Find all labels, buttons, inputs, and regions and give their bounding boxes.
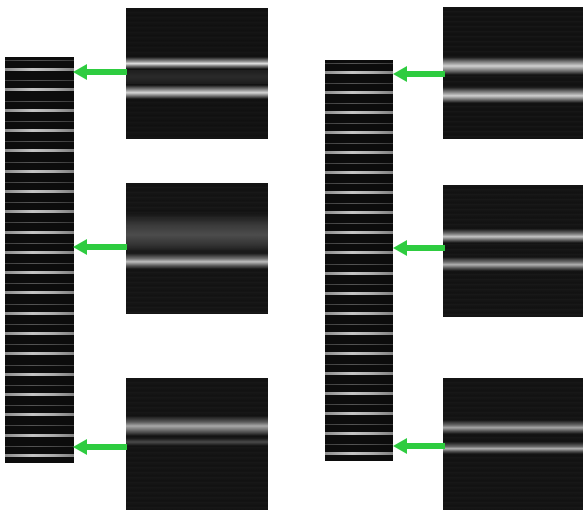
strip-band-faint: [5, 243, 74, 244]
strip-band-faint: [5, 182, 74, 183]
strip-band: [325, 71, 393, 74]
strip-band-faint: [5, 263, 74, 264]
strip-band: [325, 191, 393, 194]
strip-band: [5, 332, 74, 335]
strip-band: [325, 171, 393, 174]
strip-band-faint: [325, 83, 393, 84]
strip-band-faint: [325, 344, 393, 345]
strip-band-faint: [325, 444, 393, 445]
strip-band-faint: [325, 284, 393, 285]
arrow-left-bottom-icon: [73, 438, 129, 456]
strip-band-faint: [5, 222, 74, 223]
strip-band-faint: [5, 365, 74, 366]
right-zoom-panel-top: [443, 7, 583, 139]
strip-band-faint: [5, 446, 74, 447]
strip-band-faint: [5, 60, 74, 61]
strip-band: [325, 332, 393, 335]
strip-band-faint: [325, 243, 393, 244]
strip-band: [5, 271, 74, 274]
strip-band-faint: [325, 63, 393, 64]
strip-band-faint: [5, 425, 74, 426]
strip-band: [5, 373, 74, 376]
strip-band-faint: [5, 121, 74, 122]
strip-band: [325, 231, 393, 234]
right-zoom-panel-bottom: [443, 378, 583, 510]
strip-band: [325, 452, 393, 455]
strip-band: [5, 109, 74, 112]
strip-band-faint: [325, 404, 393, 405]
strip-band-faint: [5, 80, 74, 81]
strip-band-faint: [325, 364, 393, 365]
strip-band-faint: [325, 203, 393, 204]
strip-band: [5, 393, 74, 396]
left-zoom-panel-top: [126, 8, 268, 139]
strip-band-faint: [325, 264, 393, 265]
strip-band: [325, 211, 393, 214]
strip-band: [5, 210, 74, 213]
strip-band-faint: [325, 424, 393, 425]
strip-band: [325, 292, 393, 295]
left-fiber-strip: [5, 57, 74, 463]
strip-band: [5, 190, 74, 193]
strip-band-faint: [5, 283, 74, 284]
left-zoom-panel-middle: [126, 183, 268, 314]
strip-band: [325, 372, 393, 375]
strip-band: [325, 131, 393, 134]
strip-band: [325, 111, 393, 114]
strip-band-faint: [325, 304, 393, 305]
strip-band: [5, 434, 74, 437]
strip-band: [5, 312, 74, 315]
strip-band-faint: [5, 304, 74, 305]
strip-band-faint: [325, 143, 393, 144]
strip-band-faint: [5, 324, 74, 325]
arrow-left-top-icon: [73, 63, 129, 81]
strip-band-faint: [5, 385, 74, 386]
strip-band-faint: [5, 141, 74, 142]
arrow-right-bottom-icon: [393, 437, 445, 455]
strip-band: [325, 272, 393, 275]
strip-band-faint: [5, 202, 74, 203]
strip-band: [325, 432, 393, 435]
strip-band: [5, 413, 74, 416]
strip-band: [325, 352, 393, 355]
strip-band: [5, 352, 74, 355]
strip-band-faint: [5, 101, 74, 102]
strip-band-faint: [325, 324, 393, 325]
strip-band-faint: [325, 223, 393, 224]
strip-band: [325, 251, 393, 254]
right-zoom-panel-middle: [443, 185, 583, 317]
strip-band: [5, 454, 74, 457]
strip-band: [325, 151, 393, 154]
strip-band-faint: [325, 123, 393, 124]
strip-band-faint: [5, 405, 74, 406]
strip-band-faint: [325, 183, 393, 184]
strip-band: [325, 312, 393, 315]
strip-band-faint: [325, 103, 393, 104]
strip-band-faint: [325, 163, 393, 164]
strip-band: [325, 412, 393, 415]
strip-band: [325, 392, 393, 395]
strip-band: [5, 170, 74, 173]
arrow-right-top-icon: [393, 65, 445, 83]
strip-band: [5, 68, 74, 71]
strip-band-faint: [5, 162, 74, 163]
left-zoom-panel-bottom: [126, 378, 268, 510]
arrow-right-middle-icon: [393, 239, 445, 257]
strip-band-faint: [325, 384, 393, 385]
strip-band: [5, 149, 74, 152]
strip-band: [325, 91, 393, 94]
arrow-left-middle-icon: [73, 238, 129, 256]
strip-band: [5, 251, 74, 254]
strip-band: [5, 291, 74, 294]
strip-band: [5, 129, 74, 132]
strip-band-faint: [5, 344, 74, 345]
right-fiber-strip: [325, 60, 393, 461]
strip-band: [5, 88, 74, 91]
strip-band: [5, 231, 74, 234]
